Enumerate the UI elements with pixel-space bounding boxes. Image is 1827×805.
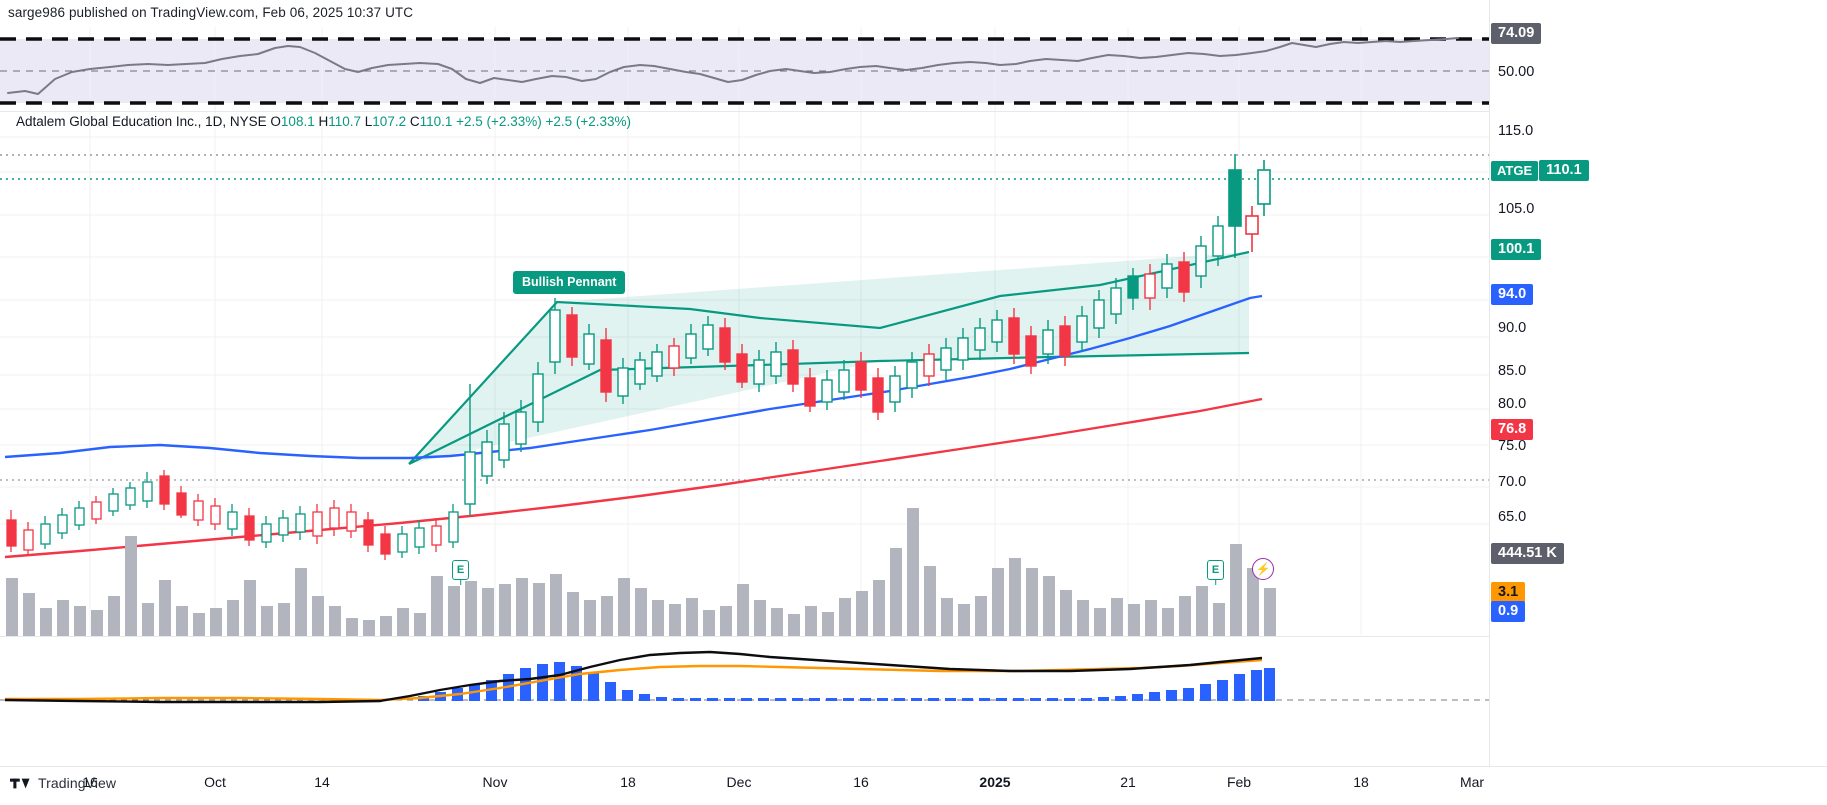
price-axis[interactable]: 74.09 50.00 115.0 ATGE 110.1 105.0 100.1 … bbox=[1489, 0, 1827, 766]
macd-line bbox=[4, 650, 1263, 704]
price-tick-115: 115.0 bbox=[1498, 123, 1534, 139]
legend-symbol: Adtalem Global Education Inc., 1D, NYSE bbox=[16, 114, 267, 129]
legend-low-value: 107.2 bbox=[372, 114, 407, 129]
x-tick-9: Feb bbox=[1226, 774, 1252, 790]
macd-signal-line bbox=[5, 658, 1263, 702]
x-tick-7: 2025 bbox=[979, 774, 1011, 790]
x-tick-5: Dec bbox=[726, 774, 752, 790]
last-price-badge-group[interactable]: ATGE 110.1 bbox=[1491, 160, 1589, 181]
volume-macd-separator bbox=[0, 636, 1827, 637]
ma-badge-76: 76.8 bbox=[1491, 419, 1534, 440]
ma-red-line bbox=[4, 397, 1263, 559]
legend-close-value: 110.1 bbox=[419, 114, 453, 129]
earnings-marker-1[interactable]: E bbox=[452, 560, 469, 580]
rsi-price-separator bbox=[0, 111, 1827, 112]
price-chart bbox=[0, 112, 1489, 635]
ticker-symbol-badge: ATGE bbox=[1491, 160, 1539, 181]
legend-open-key: O bbox=[270, 114, 281, 129]
time-axis[interactable]: 16 Oct 14 Nov 18 Dec 16 2025 21 Feb 18 M… bbox=[0, 766, 1827, 798]
x-tick-6: 16 bbox=[853, 774, 869, 790]
attribution-text: sarge986 published on TradingView.com, F… bbox=[8, 5, 414, 20]
rsi-value-badge: 74.09 bbox=[1491, 23, 1542, 44]
bullish-pennant-label[interactable]: Bullish Pennant bbox=[513, 271, 626, 294]
rsi-gridlines bbox=[89, 27, 1362, 111]
volume-pane bbox=[0, 448, 1489, 636]
rsi-pane bbox=[0, 27, 1489, 111]
legend-high-key: H bbox=[318, 114, 329, 129]
price-tick-80: 80.0 bbox=[1498, 396, 1527, 412]
price-tick-90: 90.0 bbox=[1498, 320, 1527, 336]
macd-hist-badge: 0.9 bbox=[1491, 601, 1526, 622]
last-price-badge: 110.1 bbox=[1539, 160, 1589, 181]
legend-close-key: C bbox=[409, 114, 420, 129]
ma-blue-line bbox=[4, 294, 1263, 460]
legend-change-2: +2.5 (+2.33%) bbox=[545, 114, 632, 129]
tradingview-footer: TradingView bbox=[10, 775, 116, 791]
x-tick-0: 16 bbox=[82, 774, 98, 790]
legend-open-value: 108.1 bbox=[280, 114, 315, 129]
pennant-lower-trendline bbox=[408, 351, 1250, 465]
event-marker[interactable]: ⚡ bbox=[1252, 558, 1274, 580]
price-tick-105: 105.0 bbox=[1498, 201, 1535, 217]
level-badge-100: 100.1 bbox=[1491, 239, 1542, 260]
ma-badge-94: 94.0 bbox=[1491, 284, 1534, 305]
volume-chart bbox=[6, 508, 1276, 636]
x-tick-8: 21 bbox=[1120, 774, 1136, 790]
macd-signal-badge: 3.1 bbox=[1491, 582, 1526, 603]
rsi-chart bbox=[0, 27, 1489, 111]
x-tick-2: 14 bbox=[314, 774, 330, 790]
candlestick-series bbox=[6, 154, 1271, 560]
rsi-midline-label: 50.00 bbox=[1498, 64, 1535, 80]
price-tick-65: 65.0 bbox=[1498, 509, 1527, 525]
x-tick-10: 18 bbox=[1353, 774, 1369, 790]
volume-value-badge: 444.51 K bbox=[1491, 543, 1564, 564]
x-tick-11: Mar bbox=[1459, 774, 1485, 790]
x-tick-3: Nov bbox=[482, 774, 508, 790]
macd-pane bbox=[0, 640, 1489, 725]
legend-low-key: L bbox=[364, 114, 373, 129]
price-tick-70: 70.0 bbox=[1498, 474, 1527, 490]
macd-chart bbox=[0, 650, 1489, 704]
legend-high-value: 110.7 bbox=[328, 114, 362, 129]
price-tick-75: 75.0 bbox=[1498, 438, 1527, 454]
rsi-line bbox=[7, 37, 1459, 95]
earnings-marker-2[interactable]: E bbox=[1207, 560, 1224, 580]
price-pane bbox=[0, 112, 1489, 635]
volume-bars bbox=[6, 508, 1276, 636]
price-tick-85: 85.0 bbox=[1498, 363, 1527, 379]
tradingview-logo-icon bbox=[10, 778, 30, 788]
symbol-legend: Adtalem Global Education Inc., 1D, NYSE … bbox=[16, 114, 631, 129]
legend-change-1: +2.5 (+2.33%) bbox=[456, 114, 542, 129]
tradingview-brand-text: TradingView bbox=[38, 775, 117, 791]
x-tick-4: 18 bbox=[620, 774, 636, 790]
pennant-upper-trendline bbox=[408, 250, 1250, 465]
x-tick-1: Oct bbox=[204, 774, 226, 790]
